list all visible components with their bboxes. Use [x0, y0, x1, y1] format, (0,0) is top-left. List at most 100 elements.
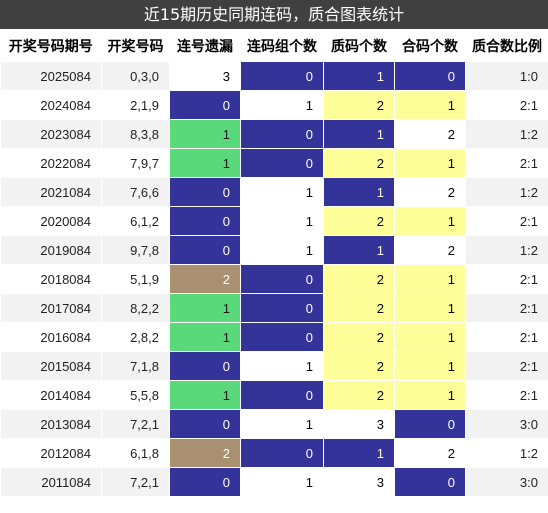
header-consecutive-groups: 连码组个数 — [240, 30, 324, 62]
cell-prime-count: 1 — [323, 235, 395, 265]
cell-consecutive-miss: 0 — [169, 177, 241, 207]
cell-composite-count: 2 — [394, 235, 466, 265]
cell-consecutive-groups: 1 — [240, 206, 324, 236]
cell-ratio: 2:1 — [465, 148, 548, 178]
cell-consecutive-miss: 1 — [169, 148, 241, 178]
cell-period: 2015084 — [0, 351, 102, 381]
cell-numbers: 6,1,8 — [101, 438, 170, 468]
cell-consecutive-miss: 0 — [169, 235, 241, 265]
cell-ratio: 2:1 — [465, 293, 548, 323]
cell-numbers: 2,1,9 — [101, 90, 170, 120]
cell-prime-count: 1 — [323, 438, 395, 468]
cell-ratio: 2:1 — [465, 322, 548, 352]
cell-composite-count: 2 — [394, 119, 466, 149]
header-numbers: 开奖号码 — [101, 30, 170, 62]
cell-consecutive-miss: 0 — [169, 206, 241, 236]
cell-prime-count: 2 — [323, 264, 395, 294]
cell-ratio: 2:1 — [465, 206, 548, 236]
header-period: 开奖号码期号 — [0, 30, 102, 62]
header-ratio: 质合数比例 — [465, 30, 548, 62]
cell-consecutive-groups: 0 — [240, 322, 324, 352]
cell-prime-count: 2 — [323, 206, 395, 236]
cell-period: 2021084 — [0, 177, 102, 207]
cell-consecutive-groups: 1 — [240, 90, 324, 120]
cell-ratio: 1:2 — [465, 119, 548, 149]
cell-composite-count: 1 — [394, 90, 466, 120]
cell-composite-count: 0 — [394, 409, 466, 439]
cell-period: 2011084 — [0, 467, 102, 497]
cell-period: 2012084 — [0, 438, 102, 468]
cell-numbers: 8,2,2 — [101, 293, 170, 323]
cell-consecutive-miss: 3 — [169, 61, 241, 91]
table-row: 2014084 5,5,8 1 0 2 1 2:1 — [0, 380, 548, 410]
cell-composite-count: 2 — [394, 177, 466, 207]
table-row: 2016084 2,8,2 1 0 2 1 2:1 — [0, 322, 548, 352]
cell-ratio: 1:0 — [465, 61, 548, 91]
cell-prime-count: 1 — [323, 119, 395, 149]
cell-numbers: 7,1,8 — [101, 351, 170, 381]
cell-composite-count: 1 — [394, 351, 466, 381]
cell-period: 2016084 — [0, 322, 102, 352]
cell-period: 2020084 — [0, 206, 102, 236]
cell-ratio: 2:1 — [465, 90, 548, 120]
table-row: 2013084 7,2,1 0 1 3 0 3:0 — [0, 409, 548, 439]
cell-composite-count: 0 — [394, 467, 466, 497]
table-row: 2022084 7,9,7 1 0 2 1 2:1 — [0, 148, 548, 178]
history-table: 开奖号码期号 开奖号码 连号遗漏 连码组个数 质码个数 合码个数 质合数比例 2… — [0, 30, 548, 497]
cell-numbers: 8,3,8 — [101, 119, 170, 149]
table-row: 2021084 7,6,6 0 1 1 2 1:2 — [0, 177, 548, 207]
cell-composite-count: 1 — [394, 293, 466, 323]
cell-consecutive-groups: 1 — [240, 351, 324, 381]
cell-prime-count: 2 — [323, 351, 395, 381]
cell-period: 2013084 — [0, 409, 102, 439]
table-row: 2020084 6,1,2 0 1 2 1 2:1 — [0, 206, 548, 236]
cell-prime-count: 2 — [323, 90, 395, 120]
cell-numbers: 2,8,2 — [101, 322, 170, 352]
cell-prime-count: 2 — [323, 293, 395, 323]
cell-ratio: 1:2 — [465, 235, 548, 265]
cell-numbers: 7,2,1 — [101, 467, 170, 497]
cell-prime-count: 2 — [323, 322, 395, 352]
cell-ratio: 1:2 — [465, 177, 548, 207]
cell-numbers: 7,2,1 — [101, 409, 170, 439]
cell-period: 2022084 — [0, 148, 102, 178]
cell-consecutive-miss: 0 — [169, 409, 241, 439]
table-row: 2018084 5,1,9 2 0 2 1 2:1 — [0, 264, 548, 294]
cell-composite-count: 2 — [394, 438, 466, 468]
cell-numbers: 7,9,7 — [101, 148, 170, 178]
cell-consecutive-groups: 1 — [240, 467, 324, 497]
header-row: 开奖号码期号 开奖号码 连号遗漏 连码组个数 质码个数 合码个数 质合数比例 — [0, 30, 548, 62]
table-row: 2024084 2,1,9 0 1 2 1 2:1 — [0, 90, 548, 120]
cell-composite-count: 1 — [394, 264, 466, 294]
cell-consecutive-groups: 0 — [240, 380, 324, 410]
cell-consecutive-groups: 1 — [240, 177, 324, 207]
cell-ratio: 2:1 — [465, 351, 548, 381]
cell-consecutive-miss: 1 — [169, 322, 241, 352]
header-composite-count: 合码个数 — [394, 30, 466, 62]
cell-ratio: 3:0 — [465, 467, 548, 497]
cell-consecutive-miss: 1 — [169, 380, 241, 410]
table-row: 2023084 8,3,8 1 0 1 2 1:2 — [0, 119, 548, 149]
cell-ratio: 2:1 — [465, 264, 548, 294]
cell-period: 2017084 — [0, 293, 102, 323]
cell-consecutive-miss: 0 — [169, 90, 241, 120]
cell-period: 2018084 — [0, 264, 102, 294]
cell-consecutive-groups: 0 — [240, 293, 324, 323]
table-row: 2015084 7,1,8 0 1 2 1 2:1 — [0, 351, 548, 381]
cell-numbers: 6,1,2 — [101, 206, 170, 236]
cell-consecutive-groups: 0 — [240, 119, 324, 149]
cell-consecutive-groups: 1 — [240, 409, 324, 439]
cell-ratio: 3:0 — [465, 409, 548, 439]
cell-consecutive-groups: 1 — [240, 235, 324, 265]
cell-period: 2019084 — [0, 235, 102, 265]
cell-numbers: 5,5,8 — [101, 380, 170, 410]
cell-numbers: 0,3,0 — [101, 61, 170, 91]
header-prime-count: 质码个数 — [323, 30, 395, 62]
cell-prime-count: 2 — [323, 380, 395, 410]
cell-prime-count: 3 — [323, 409, 395, 439]
cell-consecutive-groups: 0 — [240, 148, 324, 178]
cell-prime-count: 1 — [323, 61, 395, 91]
cell-period: 2025084 — [0, 61, 102, 91]
cell-composite-count: 1 — [394, 322, 466, 352]
